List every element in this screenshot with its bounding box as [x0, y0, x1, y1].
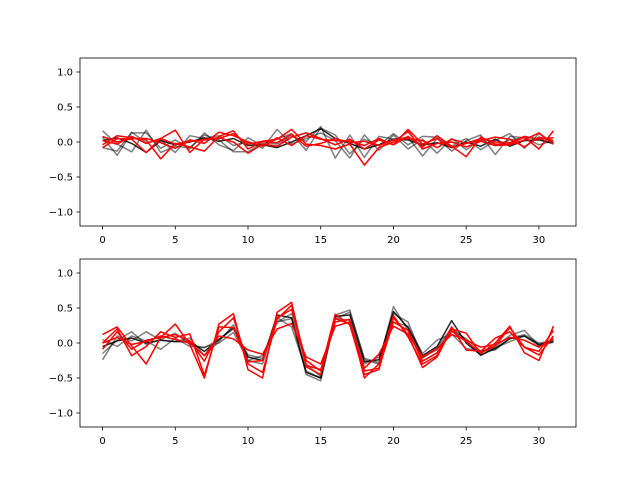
- x-tick-label: 0: [99, 235, 105, 246]
- bottom-subplot: 0 5 10 15 20 25 30 −1.0 −0.5 0.0 0.5 1.0: [49, 258, 577, 447]
- y-tick-label: 0.5: [57, 103, 73, 114]
- x-tick-label: 25: [460, 436, 473, 447]
- x-tick-label: 0: [99, 436, 105, 447]
- series-line-red-6: [102, 128, 554, 150]
- x-tick-label: 30: [533, 235, 546, 246]
- y-tick-label: −0.5: [49, 374, 73, 385]
- series-line-black-2: [101, 127, 554, 157]
- y-tick-label: 0.5: [57, 304, 73, 315]
- series-line-red-7: [102, 321, 554, 369]
- y-tick-label: −1.0: [49, 208, 73, 219]
- x-tick-label: 20: [387, 436, 400, 447]
- x-tick-label: 5: [172, 436, 178, 447]
- y-tick-label: 1.0: [57, 269, 73, 280]
- x-tick-label: 5: [172, 235, 178, 246]
- x-tick-label: 20: [387, 235, 400, 246]
- top-subplot: 0 5 10 15 20 25 30 −1.0 −0.5 0.0 0.5 1.0: [49, 57, 577, 246]
- x-tick-label: 10: [242, 235, 255, 246]
- y-tick-label: −0.5: [49, 173, 73, 184]
- x-tick-label: 10: [242, 436, 255, 447]
- y-tick-label: 0.0: [57, 138, 73, 149]
- y-tick-label: 0.0: [57, 339, 73, 350]
- y-tick-label: 1.0: [57, 68, 73, 79]
- x-tick-label: 15: [314, 235, 327, 246]
- y-tick-label: −1.0: [49, 409, 73, 420]
- x-tick-label: 30: [533, 436, 546, 447]
- series-line-red-7: [102, 132, 554, 149]
- x-tick-label: 25: [460, 235, 473, 246]
- x-tick-label: 15: [314, 436, 327, 447]
